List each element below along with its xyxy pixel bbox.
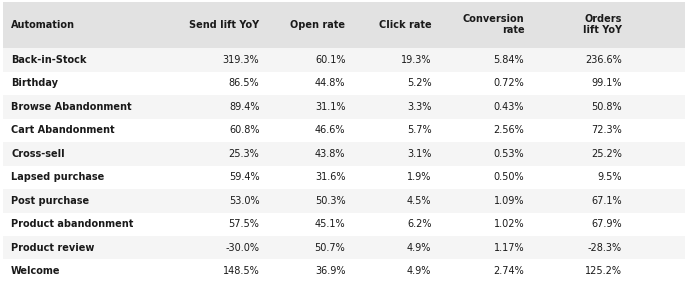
Text: 4.9%: 4.9%: [407, 266, 431, 276]
Text: -28.3%: -28.3%: [588, 243, 622, 253]
Text: Lapsed purchase: Lapsed purchase: [11, 172, 105, 182]
Text: 2.56%: 2.56%: [493, 125, 524, 135]
Text: 46.6%: 46.6%: [315, 125, 345, 135]
Text: 31.1%: 31.1%: [315, 102, 345, 112]
Text: 3.1%: 3.1%: [407, 149, 431, 159]
Text: 0.72%: 0.72%: [493, 78, 524, 88]
Text: 19.3%: 19.3%: [401, 55, 431, 65]
Text: 50.7%: 50.7%: [314, 243, 345, 253]
Bar: [3, 95, 685, 119]
Text: 1.17%: 1.17%: [493, 243, 524, 253]
Text: Birthday: Birthday: [11, 78, 58, 88]
Text: Browse Abandonment: Browse Abandonment: [11, 102, 131, 112]
Text: 50.8%: 50.8%: [591, 102, 622, 112]
Bar: [3, 72, 685, 95]
Text: Open rate: Open rate: [290, 20, 345, 30]
Text: 319.3%: 319.3%: [223, 55, 259, 65]
Text: 0.43%: 0.43%: [494, 102, 524, 112]
Text: Welcome: Welcome: [11, 266, 61, 276]
Bar: [3, 236, 685, 259]
Text: Automation: Automation: [11, 20, 75, 30]
Text: Cross-sell: Cross-sell: [11, 149, 65, 159]
Text: 1.9%: 1.9%: [407, 172, 431, 182]
Text: 99.1%: 99.1%: [592, 78, 622, 88]
Bar: [3, 189, 685, 213]
Text: 57.5%: 57.5%: [228, 219, 259, 229]
Text: Send lift YoY: Send lift YoY: [189, 20, 259, 30]
Text: 44.8%: 44.8%: [315, 78, 345, 88]
Text: 25.3%: 25.3%: [228, 149, 259, 159]
Text: 148.5%: 148.5%: [223, 266, 259, 276]
Bar: [3, 119, 685, 142]
Text: 5.2%: 5.2%: [407, 78, 431, 88]
Text: 60.8%: 60.8%: [229, 125, 259, 135]
Bar: [3, 48, 685, 72]
Text: Post purchase: Post purchase: [11, 196, 89, 206]
Text: 9.5%: 9.5%: [597, 172, 622, 182]
Text: 36.9%: 36.9%: [315, 266, 345, 276]
Text: 67.1%: 67.1%: [591, 196, 622, 206]
Text: 50.3%: 50.3%: [314, 196, 345, 206]
Text: Back-in-Stock: Back-in-Stock: [11, 55, 87, 65]
Bar: [3, 213, 685, 236]
Text: 25.2%: 25.2%: [591, 149, 622, 159]
Bar: [3, 259, 685, 283]
Text: 4.5%: 4.5%: [407, 196, 431, 206]
Text: 1.02%: 1.02%: [493, 219, 524, 229]
Text: 5.84%: 5.84%: [493, 55, 524, 65]
Text: Orders
lift YoY: Orders lift YoY: [583, 14, 622, 36]
Text: 31.6%: 31.6%: [315, 172, 345, 182]
Text: 5.7%: 5.7%: [407, 125, 431, 135]
Text: 67.9%: 67.9%: [591, 219, 622, 229]
Text: Cart Abandonment: Cart Abandonment: [11, 125, 115, 135]
Text: 59.4%: 59.4%: [228, 172, 259, 182]
Text: Conversion
rate: Conversion rate: [462, 14, 524, 36]
Text: Product review: Product review: [11, 243, 94, 253]
Text: 6.2%: 6.2%: [407, 219, 431, 229]
Text: 45.1%: 45.1%: [314, 219, 345, 229]
Bar: [3, 142, 685, 166]
Text: 89.4%: 89.4%: [229, 102, 259, 112]
Text: 53.0%: 53.0%: [228, 196, 259, 206]
Text: 125.2%: 125.2%: [585, 266, 622, 276]
Bar: [3, 166, 685, 189]
Text: 0.53%: 0.53%: [493, 149, 524, 159]
Text: 4.9%: 4.9%: [407, 243, 431, 253]
Text: 1.09%: 1.09%: [494, 196, 524, 206]
Text: 236.6%: 236.6%: [585, 55, 622, 65]
Text: 72.3%: 72.3%: [591, 125, 622, 135]
Text: -30.0%: -30.0%: [226, 243, 259, 253]
Text: 0.50%: 0.50%: [493, 172, 524, 182]
Text: 2.74%: 2.74%: [493, 266, 524, 276]
Text: 3.3%: 3.3%: [407, 102, 431, 112]
Text: Click rate: Click rate: [379, 20, 431, 30]
Text: 60.1%: 60.1%: [315, 55, 345, 65]
Text: 43.8%: 43.8%: [315, 149, 345, 159]
Bar: [3, 2, 685, 48]
Text: Product abandonment: Product abandonment: [11, 219, 133, 229]
Text: 86.5%: 86.5%: [228, 78, 259, 88]
